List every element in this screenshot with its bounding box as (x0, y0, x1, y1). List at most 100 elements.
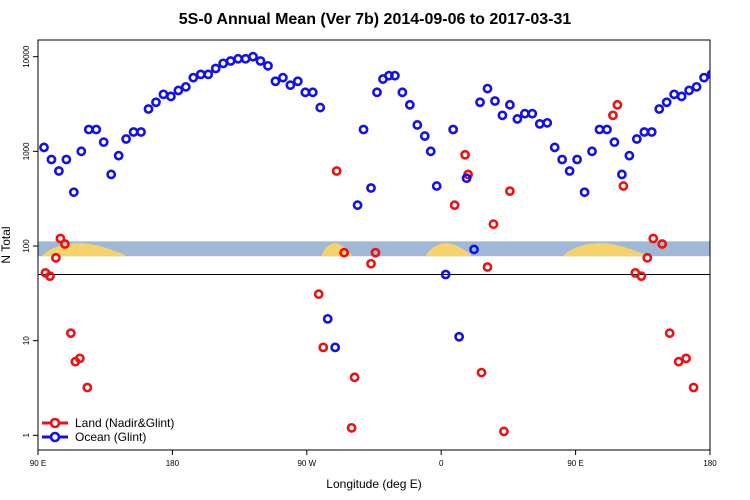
ocean-point (188, 72, 199, 83)
land-point (688, 382, 699, 393)
land-mass-4 (563, 243, 646, 257)
land-point (642, 252, 653, 263)
ocean-point (482, 83, 493, 94)
land-point (346, 422, 357, 433)
legend-label: Land (Nadir&Glint) (75, 416, 174, 430)
ocean-point (372, 87, 382, 98)
plot-frame (37, 39, 711, 451)
legend-swatch-marker (49, 417, 61, 429)
y-tick-label: 10000 (22, 45, 31, 68)
land-point (339, 247, 350, 258)
land-point (504, 186, 515, 197)
x-tick-label: 90 W (297, 459, 316, 468)
land-point (82, 382, 93, 393)
land-point (476, 367, 487, 378)
land-point (51, 252, 61, 263)
y-tick-label: 1000 (22, 142, 31, 160)
land-point (74, 353, 85, 364)
ocean-point (594, 124, 605, 135)
x-tick-label: 180 (703, 459, 717, 468)
ocean-point (572, 154, 582, 165)
land-point (608, 110, 618, 121)
ocean-point (631, 134, 642, 144)
ocean-point (248, 51, 258, 62)
ocean-point (307, 87, 318, 98)
ocean-point (512, 114, 523, 124)
land-point (331, 166, 342, 176)
ocean-point (218, 58, 229, 69)
ocean-point (397, 87, 408, 98)
ocean-point (661, 97, 672, 108)
ocean-point (180, 81, 191, 92)
land-mass-3 (426, 243, 472, 257)
ocean-point (352, 200, 363, 211)
land-point (482, 262, 493, 272)
ocean-point (240, 53, 251, 64)
land-point (648, 233, 659, 244)
ocean-point (322, 313, 333, 324)
ocean-point (490, 96, 500, 106)
x-tick-label: 180 (166, 459, 180, 468)
ocean-point (419, 131, 430, 141)
land-point (488, 219, 499, 230)
ocean-point (143, 104, 154, 114)
ocean-point (706, 69, 710, 80)
x-tick-label: 90 E (30, 459, 46, 468)
ocean-point (475, 97, 485, 108)
ocean-point (448, 124, 459, 135)
ocean-point (412, 120, 423, 130)
legend-label: Ocean (Glint) (75, 430, 146, 444)
ocean-point (609, 137, 620, 148)
land-point (612, 99, 623, 110)
x-axis-label: Longitude (deg E) (326, 477, 421, 491)
ocean-point (330, 342, 341, 353)
land-point (657, 239, 668, 249)
ocean-point (203, 69, 214, 80)
ocean-point (440, 269, 451, 280)
legend: Land (Nadir&Glint)Ocean (Glint) (42, 416, 174, 444)
y-tick-label: 10 (22, 336, 31, 345)
ocean-point (564, 166, 575, 176)
land-point (673, 356, 684, 367)
ocean-point (285, 80, 296, 91)
land-point (664, 328, 675, 339)
land-point (449, 200, 460, 211)
ocean-point (315, 102, 326, 113)
ocean-point (91, 124, 102, 135)
legend-swatch-marker (49, 431, 61, 443)
ocean-point (425, 146, 436, 157)
land-point (460, 149, 470, 160)
ocean-point (39, 142, 49, 153)
ocean-point (158, 89, 169, 100)
ocean-point (173, 85, 184, 96)
ocean-point (292, 76, 303, 87)
land-point (65, 328, 76, 339)
ocean-point (166, 91, 176, 102)
ocean-point (76, 146, 87, 157)
land-point (636, 271, 647, 282)
ocean-point (121, 134, 132, 144)
ocean-point (654, 104, 665, 114)
land-point (366, 258, 376, 269)
ocean-point (616, 169, 627, 180)
ocean-point (579, 187, 590, 198)
points-layer (39, 51, 710, 437)
ocean-point (358, 124, 369, 135)
land-point (499, 426, 509, 437)
y-tick-label: 1 (22, 433, 31, 438)
ocean-point (195, 69, 206, 80)
ocean-point (519, 108, 530, 119)
ocean-point (61, 154, 72, 165)
ocean-point (534, 118, 545, 129)
ocean-point (151, 97, 161, 108)
x-tick-label: 90 E (567, 459, 583, 468)
ocean-point (639, 127, 650, 137)
ocean-point (270, 76, 281, 87)
land-point (370, 247, 381, 258)
ocean-point (68, 187, 79, 198)
land-point (45, 271, 55, 282)
ocean-point (263, 60, 273, 71)
ocean-point (504, 99, 515, 110)
ocean-point (646, 127, 657, 137)
y-axis-label: N Total (0, 226, 13, 263)
